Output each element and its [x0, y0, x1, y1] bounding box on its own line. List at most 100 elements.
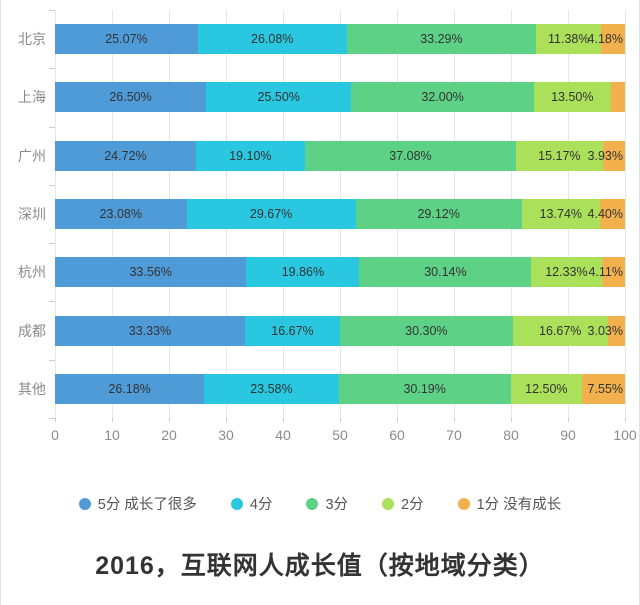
- segment-label: 16.67%: [271, 323, 314, 338]
- bar-segment[interactable]: [607, 315, 625, 346]
- segment-label: 33.56%: [129, 265, 172, 280]
- bar-row: 24.72% 19.10% 37.08% 15.17% 3.93%: [55, 140, 625, 171]
- segment-label: 3.03%: [587, 323, 623, 338]
- bar-segment[interactable]: [304, 140, 517, 171]
- segment-label: 30.30%: [405, 323, 448, 338]
- bar-segment[interactable]: [602, 140, 625, 171]
- bar-segment[interactable]: [610, 82, 625, 113]
- segment-label: 23.58%: [250, 381, 293, 396]
- segment-label: 24.72%: [104, 148, 147, 163]
- bar-segment[interactable]: [186, 199, 356, 229]
- bar-segment[interactable]: [55, 257, 247, 288]
- bar-segment[interactable]: [581, 373, 625, 404]
- bar-segment[interactable]: [55, 315, 245, 346]
- bar-segment[interactable]: [536, 24, 602, 55]
- x-tick-label: 70: [446, 427, 462, 443]
- segment-label: 23.08%: [99, 207, 142, 221]
- segment-label: 19.86%: [281, 265, 325, 280]
- x-tick-mark: [454, 418, 455, 422]
- x-tick-mark: [625, 418, 626, 422]
- bar-segment[interactable]: [512, 315, 608, 346]
- segment-label: 33.29%: [420, 32, 463, 47]
- bar-segment[interactable]: [55, 373, 205, 404]
- legend-dot-icon: [78, 497, 91, 510]
- x-tick-label: 90: [560, 427, 576, 443]
- bar-segment[interactable]: [195, 140, 305, 171]
- x-tick-label: 30: [218, 427, 234, 443]
- bar-segment[interactable]: [55, 140, 196, 171]
- bar-row: 26.50% 25.50% 32.00% 13.50%: [55, 82, 625, 113]
- bar-segment[interactable]: [351, 82, 534, 113]
- segment-label: 29.67%: [249, 207, 293, 221]
- segment-label: 30.19%: [403, 381, 446, 396]
- bar-segment[interactable]: [339, 315, 513, 346]
- segment-label: 4.18%: [587, 32, 623, 47]
- x-tick-label: 80: [503, 427, 519, 443]
- bar-segment[interactable]: [206, 82, 352, 113]
- bar-segment[interactable]: [359, 257, 532, 288]
- category-label: 上海: [18, 89, 46, 106]
- segment-label: 25.50%: [257, 90, 300, 105]
- bar-segment[interactable]: [599, 199, 626, 229]
- x-tick-label: 0: [51, 427, 59, 443]
- y-axis-tick: [49, 184, 55, 186]
- bar-row: 26.18% 23.58% 30.19% 12.50% 7.55%: [55, 373, 625, 404]
- x-tick-label: 20: [161, 427, 177, 443]
- segment-label: 29.12%: [417, 207, 460, 221]
- legend-item[interactable]: 4分: [230, 493, 273, 514]
- bar-segment[interactable]: [55, 199, 187, 229]
- segment-label: 13.50%: [551, 90, 594, 105]
- legend: 5分 成长了很多 4分 3分 2分 1分 没有成长: [0, 493, 640, 514]
- bar-segment[interactable]: [346, 24, 537, 55]
- y-axis-tick: [49, 10, 55, 11]
- bar-segment[interactable]: [338, 373, 511, 404]
- legend-item[interactable]: 2分: [382, 493, 424, 514]
- segment-label: 7.55%: [587, 381, 623, 396]
- bar-segment[interactable]: [533, 82, 611, 113]
- category-label: 其他: [18, 380, 46, 397]
- legend-dot-icon: [382, 497, 395, 510]
- y-axis-tick: [49, 301, 55, 303]
- bar-segment[interactable]: [246, 257, 360, 288]
- bar-segment[interactable]: [244, 315, 340, 346]
- bar-segment[interactable]: [601, 24, 625, 55]
- segment-label: 3.93%: [587, 148, 623, 163]
- x-tick-mark: [568, 418, 569, 422]
- bar-segment[interactable]: [601, 257, 625, 288]
- legend-label: 4分: [249, 497, 273, 513]
- bar-segment[interactable]: [204, 373, 339, 404]
- bar-segment[interactable]: [55, 24, 198, 55]
- legend-dot-icon: [457, 497, 470, 510]
- legend-dot-icon: [306, 497, 319, 510]
- x-tick-mark: [112, 418, 113, 422]
- y-axis-tick: [49, 418, 55, 419]
- bar-segment[interactable]: [355, 199, 522, 229]
- bar-row: 23.08% 29.67% 29.12% 13.74% 4.40%: [55, 199, 626, 229]
- segment-label: 4.11%: [588, 265, 623, 280]
- bar-segment[interactable]: [521, 199, 600, 229]
- y-axis-tick: [49, 243, 55, 245]
- category-label: 成都: [18, 322, 46, 339]
- bar-segment[interactable]: [516, 140, 603, 171]
- x-tick-label: 50: [332, 427, 348, 443]
- bar-segment[interactable]: [510, 373, 582, 404]
- bar-row: 33.56% 19.86% 30.14% 12.33% 4.11%: [55, 257, 625, 288]
- category-label: 北京: [18, 31, 46, 48]
- x-tick-label: 100: [613, 427, 637, 443]
- segment-label: 26.50%: [109, 90, 152, 105]
- legend-item[interactable]: 3分: [306, 493, 348, 514]
- segment-label: 12.50%: [525, 381, 568, 396]
- legend-item[interactable]: 1分 没有成长: [457, 493, 561, 514]
- chart-title: 2016，互联网人成长值（按地域分类）: [95, 552, 545, 580]
- segment-label: 15.17%: [538, 148, 581, 163]
- bar-segment[interactable]: [55, 82, 207, 113]
- bar-segment[interactable]: [531, 257, 602, 288]
- bar-segment[interactable]: [197, 24, 347, 55]
- x-tick-mark: [511, 418, 512, 422]
- segment-label: 26.18%: [108, 381, 151, 396]
- segment-label: 26.08%: [251, 32, 294, 47]
- segment-label: 30.14%: [424, 265, 467, 280]
- segment-label: 11.38%: [548, 32, 590, 47]
- x-tick-mark: [283, 418, 284, 422]
- legend-item[interactable]: 5分 成长了很多: [78, 493, 197, 514]
